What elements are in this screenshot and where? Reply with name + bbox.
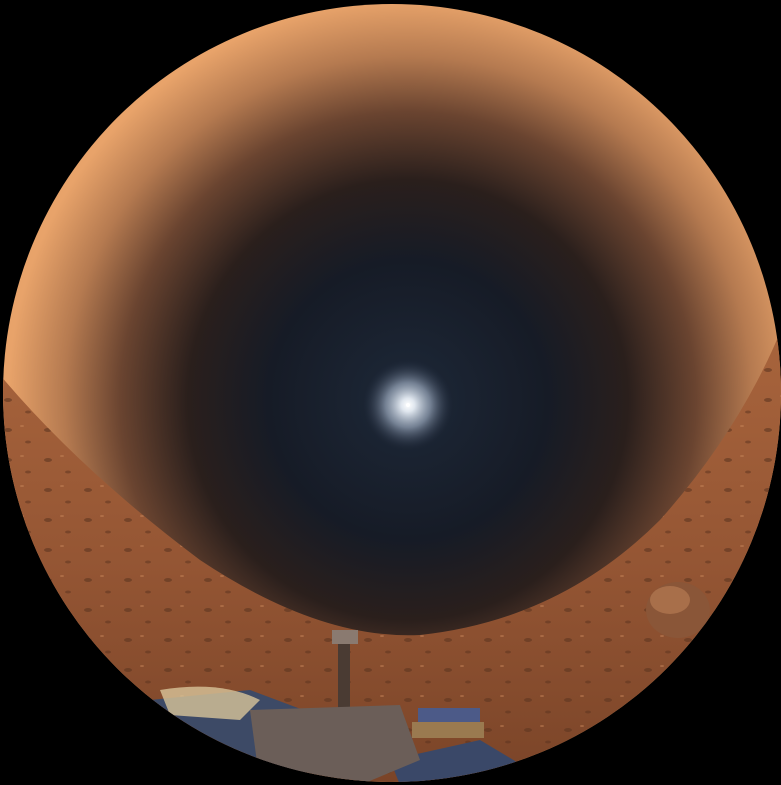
camera-head [332,630,358,644]
rover-panel [418,708,480,722]
mast [338,632,350,712]
lander-body [250,705,420,782]
boulder-highlight [650,586,690,614]
rover-body [412,722,484,738]
ground-rocks [3,330,781,782]
sun [406,403,410,407]
airbag [160,686,260,720]
